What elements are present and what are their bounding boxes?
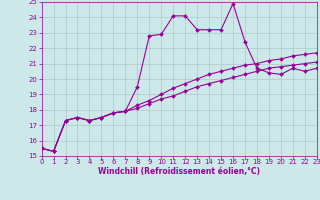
X-axis label: Windchill (Refroidissement éolien,°C): Windchill (Refroidissement éolien,°C) — [98, 167, 260, 176]
